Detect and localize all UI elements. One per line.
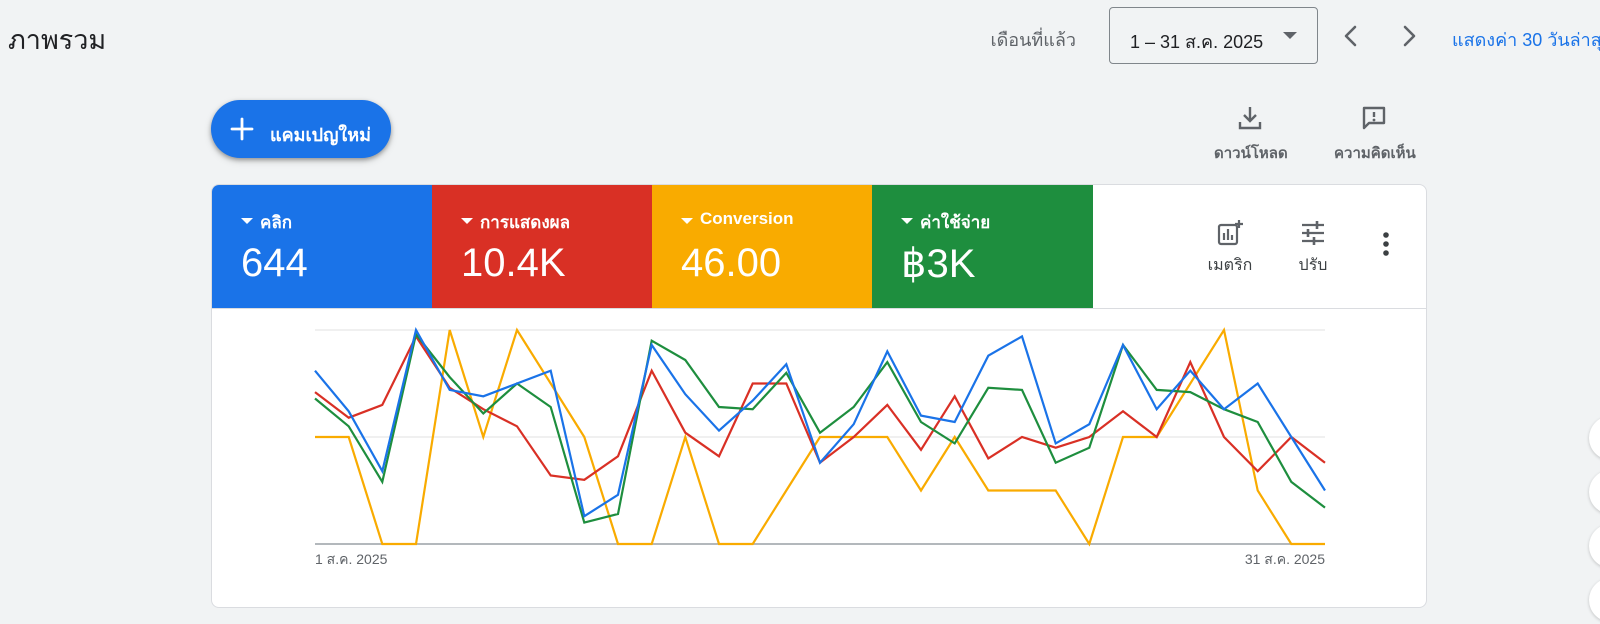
scorecard-label: ค่าใช้จ่าย [920, 213, 991, 232]
series-line-3 [314, 331, 1326, 524]
chevron-left-icon [1344, 25, 1357, 47]
caret-down-icon [241, 218, 253, 224]
scorecard-value: 46.00 [681, 241, 782, 285]
scorecard-label: การแสดงผล [480, 213, 571, 232]
scorecard-clicks[interactable]: คลิก 644 [212, 185, 432, 308]
feedback-label: ความคิดเห็น [1334, 145, 1416, 162]
tune-icon [1302, 221, 1324, 245]
feedback-button[interactable]: ความคิดเห็น [1334, 104, 1416, 165]
date-range-value: 1 – 31 ส.ค. 2025 [1130, 32, 1264, 52]
show-last-30-days-link[interactable]: แสดงค่า 30 วันล่าสุด [1452, 30, 1600, 50]
scorecard-cost[interactable]: ค่าใช้จ่าย ฿3K [872, 185, 1093, 308]
page-title: ภาพรวม [8, 25, 107, 55]
add-chart-icon [1217, 220, 1243, 246]
scorecard-value: 10.4K [461, 241, 566, 285]
new-campaign-label: แคมเปญใหม่ [270, 125, 371, 145]
performance-card: คลิก 644 การแสดงผล 10.4K Conversion 46.0… [211, 184, 1427, 608]
scorecard-label: Conversion [700, 209, 794, 228]
floating-circle [1589, 524, 1600, 568]
next-period-button[interactable] [1389, 16, 1429, 56]
adjust-label: ปรับ [1298, 257, 1328, 274]
scorecard-conversions[interactable]: Conversion 46.00 [652, 185, 872, 308]
caret-down-icon [461, 218, 473, 224]
floating-circle [1589, 416, 1600, 460]
new-campaign-button[interactable]: แคมเปญใหม่ [211, 100, 391, 158]
caret-down-icon [681, 218, 693, 224]
performance-chart: 1 ส.ค. 2025 31 ส.ค. 2025 [212, 309, 1426, 607]
download-button[interactable]: ดาวน์โหลด [1214, 104, 1288, 165]
metrics-button[interactable]: เมตริก [1200, 219, 1260, 278]
line-chart: 1 ส.ค. 2025 31 ส.ค. 2025 [314, 327, 1326, 567]
date-range-select[interactable]: 1 – 31 ส.ค. 2025 [1109, 7, 1318, 64]
dropdown-arrow-icon [1283, 32, 1297, 39]
scorecard-label: คลิก [260, 213, 293, 232]
floating-circle [1589, 578, 1600, 622]
caret-down-icon [901, 218, 913, 224]
scorecard-value: 644 [241, 241, 308, 285]
metrics-label: เมตริก [1207, 257, 1253, 274]
scorecard-impressions[interactable]: การแสดงผล 10.4K [432, 185, 652, 308]
previous-period-button[interactable] [1331, 16, 1371, 56]
floating-circle [1589, 470, 1600, 514]
x-tick-label-start: 1 ส.ค. 2025 [315, 551, 388, 567]
x-tick-label-end: 31 ส.ค. 2025 [1245, 551, 1325, 567]
series-line-0 [314, 327, 1326, 518]
scorecard-value: ฿3K [901, 242, 976, 286]
feedback-icon [1362, 106, 1386, 130]
chevron-right-icon [1403, 25, 1416, 47]
scorecard-row: คลิก 644 การแสดงผล 10.4K Conversion 46.0… [212, 185, 1426, 309]
adjust-button[interactable]: ปรับ [1288, 219, 1338, 278]
more-options-button[interactable] [1376, 229, 1396, 259]
download-icon [1238, 107, 1262, 130]
plus-icon [230, 117, 254, 141]
date-range-label: เดือนที่แล้ว [990, 30, 1076, 50]
download-label: ดาวน์โหลด [1214, 145, 1288, 162]
more-vert-icon [1383, 232, 1389, 256]
series-line-1 [314, 334, 1326, 481]
